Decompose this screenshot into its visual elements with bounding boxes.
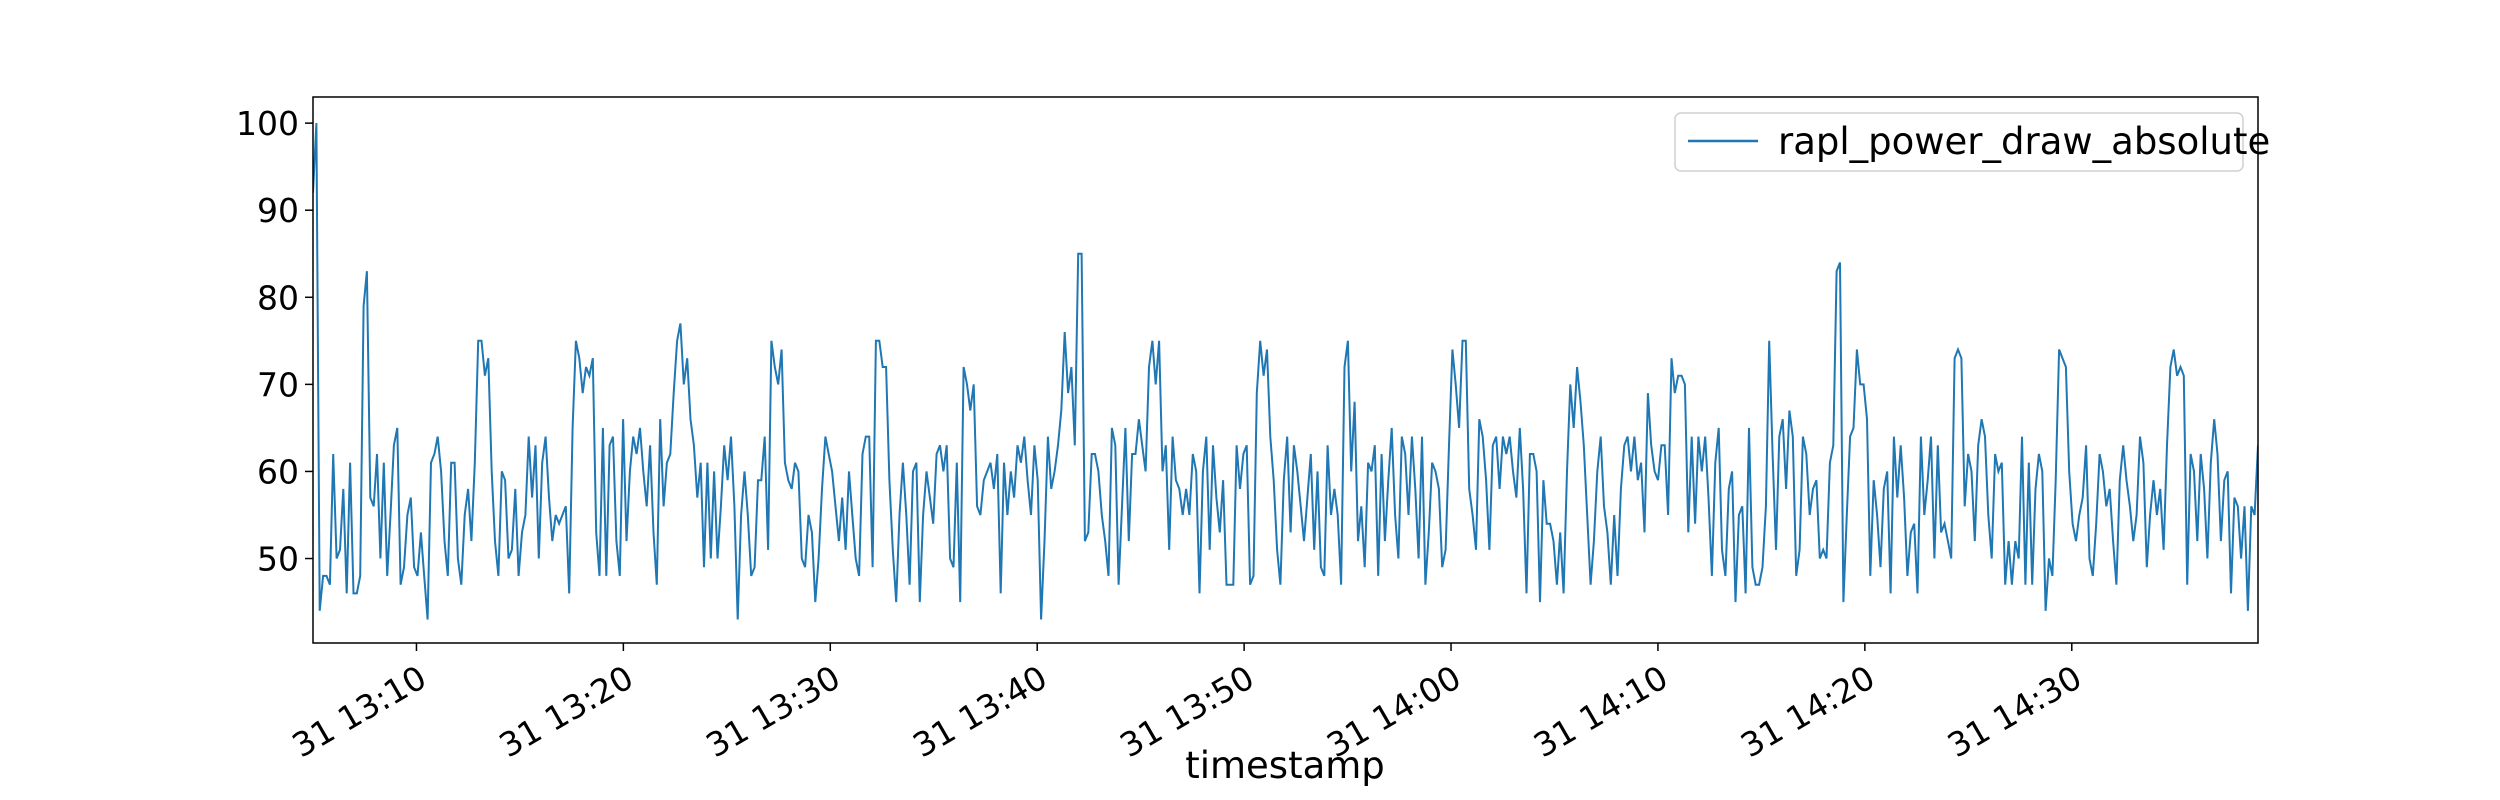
y-tick-label: 80	[257, 278, 299, 317]
plot-area	[313, 123, 2258, 620]
y-tick-label: 60	[257, 452, 299, 491]
y-axis: 50 60 70 80 90 100	[236, 104, 313, 579]
y-tick-label: 100	[236, 104, 299, 143]
plot-frame	[312, 96, 2259, 644]
legend-label: rapl_power_draw_absolute	[1778, 120, 2270, 163]
legend-box	[1674, 112, 2244, 172]
y-tick-label: 70	[257, 365, 299, 404]
legend: rapl_power_draw_absolute	[1674, 112, 2270, 172]
series-line-rapl-power-draw-absolute	[313, 123, 2258, 620]
y-tick-label: 50	[257, 540, 299, 579]
y-tick-label: 90	[257, 191, 299, 230]
x-axis-title: timestamp	[1185, 744, 1385, 787]
